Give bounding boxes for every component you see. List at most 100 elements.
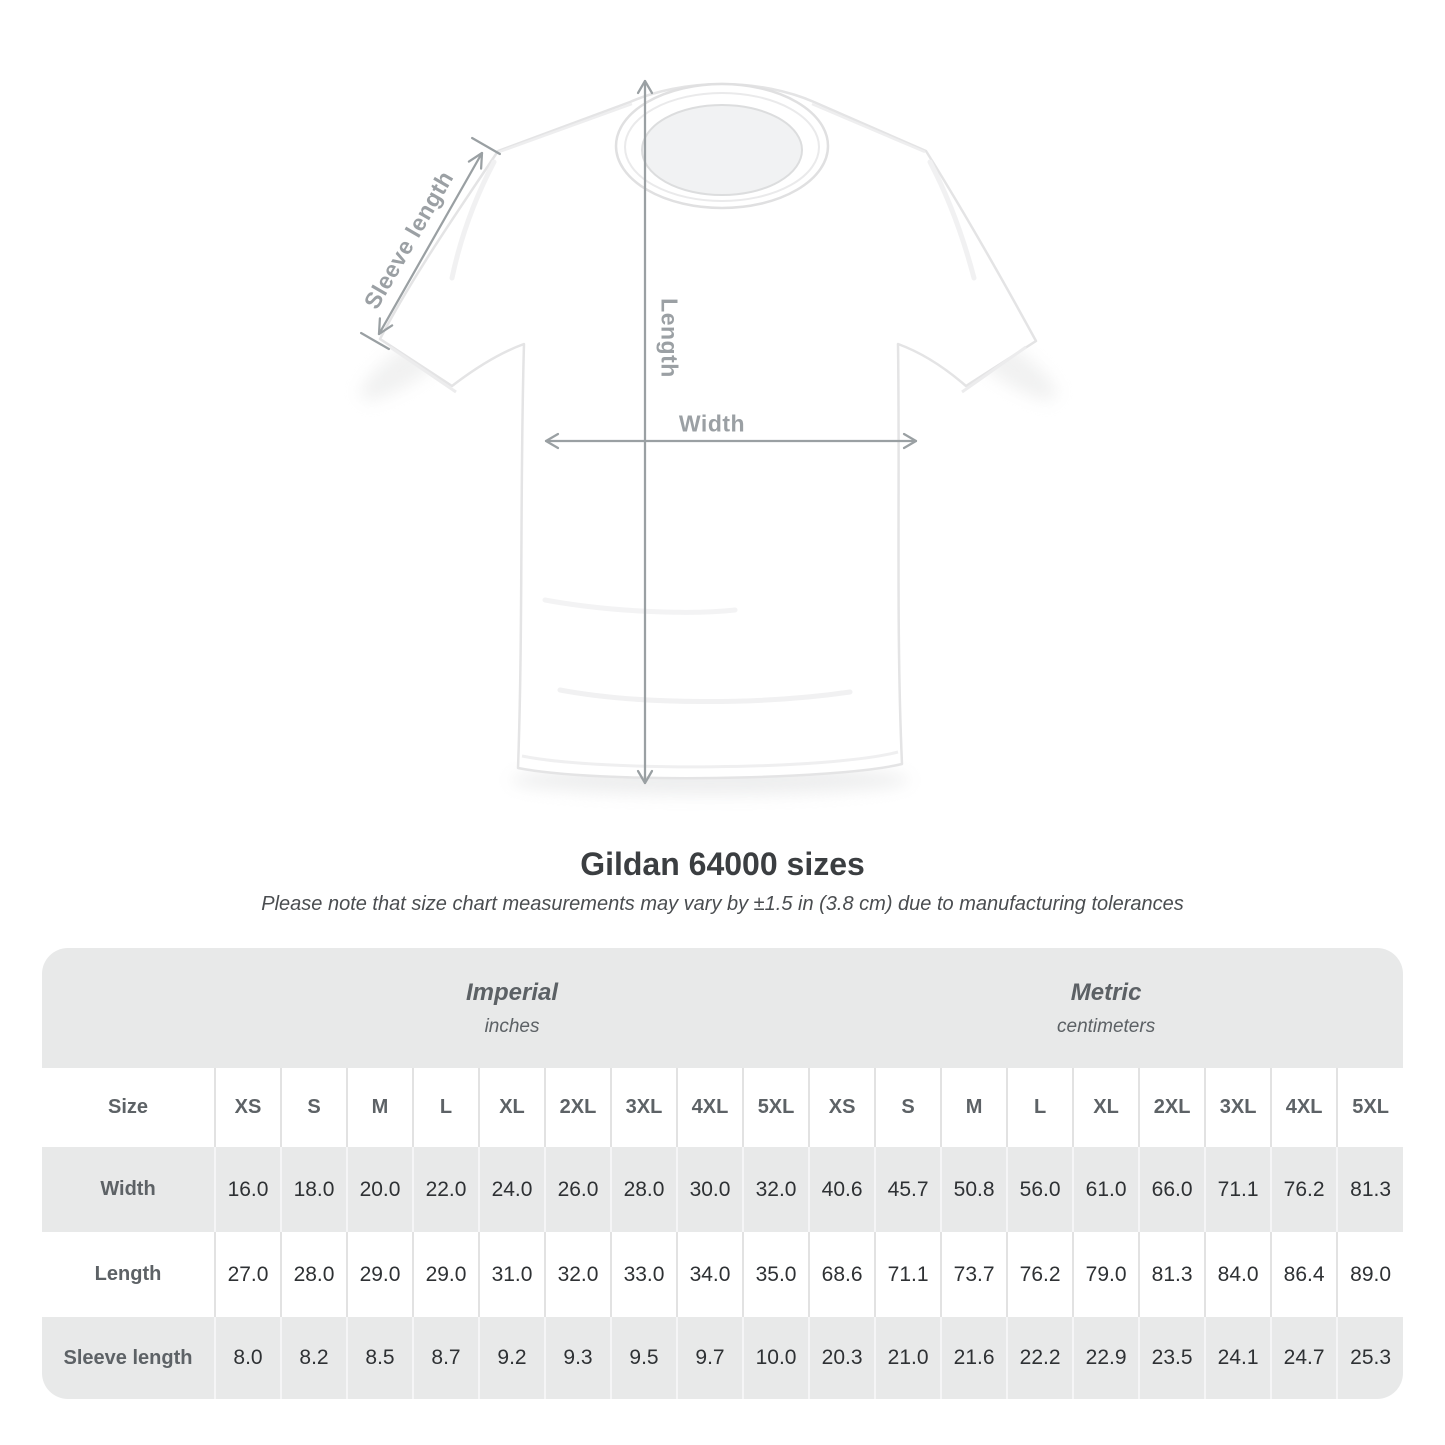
value-cell: 23.5 xyxy=(1138,1317,1206,1399)
value-cell: 27.0 xyxy=(214,1232,281,1317)
value-cell: 10.0 xyxy=(741,1317,810,1399)
sleeve-row-label: Sleeve length xyxy=(42,1317,215,1399)
size-col-header: XS xyxy=(214,1068,281,1147)
value-cell: 81.3 xyxy=(1138,1232,1206,1317)
value-cell: 32.0 xyxy=(544,1232,611,1317)
width-row-label: Width xyxy=(42,1147,215,1232)
value-cell: 25.3 xyxy=(1336,1317,1403,1399)
collar-opening xyxy=(641,104,803,196)
value-cell: 56.0 xyxy=(1006,1147,1074,1232)
value-cell: 26.0 xyxy=(544,1147,611,1232)
size-col-header: 5XL xyxy=(741,1068,810,1147)
left-sleeve-hem xyxy=(389,345,457,394)
size-col-header: S xyxy=(280,1068,347,1147)
wrinkle xyxy=(542,597,738,615)
size-col-header: L xyxy=(412,1068,479,1147)
width-arrow xyxy=(544,432,918,450)
value-cell: 81.3 xyxy=(1336,1147,1403,1232)
width-row: Width 16.0 18.0 20.0 22.0 24.0 26.0 28.0… xyxy=(42,1147,1403,1232)
value-cell: 40.6 xyxy=(808,1147,876,1232)
size-col-header: M xyxy=(940,1068,1008,1147)
metric-label: Metric xyxy=(1070,978,1142,1006)
size-col-header: L xyxy=(1006,1068,1074,1147)
value-cell: 29.0 xyxy=(346,1232,413,1317)
width-measure-label: Width xyxy=(678,410,746,437)
value-cell: 79.0 xyxy=(1072,1232,1140,1317)
size-col-header: 2XL xyxy=(1138,1068,1206,1147)
wrinkle xyxy=(927,159,977,281)
value-cell: 33.0 xyxy=(610,1232,677,1317)
tshirt-body xyxy=(378,82,1038,780)
length-row-label: Length xyxy=(42,1232,215,1317)
metric-unit-label: centimeters xyxy=(1057,1015,1156,1037)
value-cell: 34.0 xyxy=(676,1232,743,1317)
value-cell: 73.7 xyxy=(940,1232,1008,1317)
value-cell: 28.0 xyxy=(610,1147,677,1232)
value-cell: 50.8 xyxy=(940,1147,1008,1232)
corner-cell xyxy=(42,948,215,1068)
size-col-header: 5XL xyxy=(1336,1068,1403,1147)
size-table: Imperial inches Metric centimeters Size … xyxy=(42,948,1403,1399)
bottom-hem-stitch xyxy=(521,750,899,769)
value-cell: 8.7 xyxy=(412,1317,479,1399)
value-cell: 29.0 xyxy=(412,1232,479,1317)
right-shoulder-seam xyxy=(811,102,926,154)
collar-seam xyxy=(624,92,820,202)
value-cell: 16.0 xyxy=(214,1147,281,1232)
value-cell: 32.0 xyxy=(741,1147,810,1232)
value-cell: 22.2 xyxy=(1006,1317,1074,1399)
tshirt-illustration xyxy=(359,79,1057,795)
sleeve-length-row: Sleeve length 8.0 8.2 8.5 8.7 9.2 9.3 9.… xyxy=(42,1317,1403,1399)
size-col-header: M xyxy=(346,1068,413,1147)
wrinkle xyxy=(557,687,853,704)
value-cell: 24.1 xyxy=(1204,1317,1272,1399)
wrinkle xyxy=(449,159,497,281)
value-cell: 9.3 xyxy=(544,1317,611,1399)
value-cell: 28.0 xyxy=(280,1232,347,1317)
value-cell: 30.0 xyxy=(676,1147,743,1232)
value-cell: 18.0 xyxy=(280,1147,347,1232)
value-cell: 20.0 xyxy=(346,1147,413,1232)
value-cell: 21.0 xyxy=(874,1317,942,1399)
value-cell: 66.0 xyxy=(1138,1147,1206,1232)
metric-group-header: Metric centimeters xyxy=(809,948,1403,1068)
size-header-row: Size XS S M L XL 2XL 3XL 4XL 5XL XS S M … xyxy=(42,1068,1403,1147)
value-cell: 61.0 xyxy=(1072,1147,1140,1232)
value-cell: 71.1 xyxy=(874,1232,942,1317)
value-cell: 24.7 xyxy=(1270,1317,1338,1399)
size-col-header: 3XL xyxy=(610,1068,677,1147)
value-cell: 9.2 xyxy=(478,1317,545,1399)
length-arrow xyxy=(636,79,654,785)
size-col-header: 3XL xyxy=(1204,1068,1272,1147)
imperial-group-header: Imperial inches xyxy=(215,948,810,1068)
size-col-header: XL xyxy=(1072,1068,1140,1147)
size-col-header: 4XL xyxy=(676,1068,743,1147)
shirt-figure: Width Length Sleeve length xyxy=(359,79,1057,795)
size-col-header: 4XL xyxy=(1270,1068,1338,1147)
value-cell: 84.0 xyxy=(1204,1232,1272,1317)
size-col-header: XL xyxy=(478,1068,545,1147)
value-cell: 31.0 xyxy=(478,1232,545,1317)
size-col-header: 2XL xyxy=(544,1068,611,1147)
value-cell: 86.4 xyxy=(1270,1232,1338,1317)
value-cell: 9.7 xyxy=(676,1317,743,1399)
size-col-header: XS xyxy=(808,1068,876,1147)
value-cell: 89.0 xyxy=(1336,1232,1403,1317)
right-sleeve-hem xyxy=(961,345,1027,394)
imperial-label: Imperial xyxy=(466,978,559,1006)
value-cell: 68.6 xyxy=(808,1232,876,1317)
value-cell: 20.3 xyxy=(808,1317,876,1399)
value-cell: 8.2 xyxy=(280,1317,347,1399)
left-shoulder-seam xyxy=(498,102,633,154)
value-cell: 21.6 xyxy=(940,1317,1008,1399)
tolerance-note: Please note that size chart measurements… xyxy=(261,893,1184,915)
sleeve-length-arrow xyxy=(359,136,502,351)
value-cell: 76.2 xyxy=(1006,1232,1074,1317)
size-col-header: S xyxy=(874,1068,942,1147)
value-cell: 9.5 xyxy=(610,1317,677,1399)
imperial-unit-label: inches xyxy=(484,1015,540,1037)
value-cell: 24.0 xyxy=(478,1147,545,1232)
value-cell: 8.0 xyxy=(214,1317,281,1399)
value-cell: 71.1 xyxy=(1204,1147,1272,1232)
size-row-label: Size xyxy=(42,1068,215,1147)
